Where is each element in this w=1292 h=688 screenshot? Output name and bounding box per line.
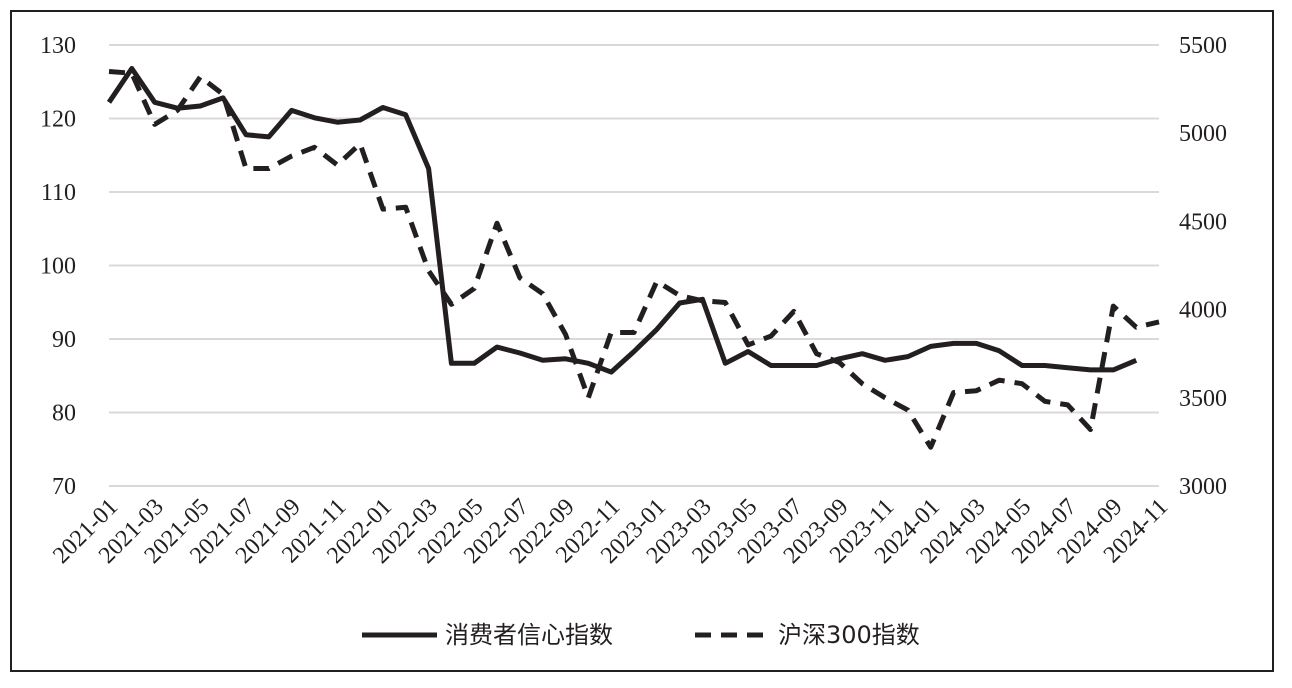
- y-right-tick-label: 5000: [1179, 121, 1227, 147]
- line-chart: 70 80 90 100 110 120 130 3000 3500 4000 4500 5000 5…: [40, 33, 1227, 649]
- y-left-tick-label: 110: [41, 180, 76, 206]
- y-left-tick-label: 120: [40, 107, 76, 133]
- gridlines: [109, 44, 1159, 487]
- y-right-tick-label: 4000: [1179, 298, 1227, 324]
- legend-label-csi300: 沪深300指数: [778, 621, 920, 649]
- legend: 消费者信心指数 沪深300指数: [362, 621, 920, 649]
- y-left-tick-label: 130: [40, 33, 76, 59]
- right-y-axis-ticks: 3000 3500 4000 4500 5000 5500: [1179, 33, 1227, 500]
- chart-frame: 70 80 90 100 110 120 130 3000 3500 4000 4500 5000 5…: [10, 10, 1274, 672]
- x-axis-ticks: 2021-012021-032021-052021-072021-092021-…: [48, 494, 1173, 569]
- y-right-tick-label: 3500: [1179, 386, 1227, 412]
- left-y-axis-ticks: 70 80 90 100 110 120 130: [40, 33, 76, 500]
- y-right-tick-label: 4500: [1179, 209, 1227, 235]
- y-left-tick-label: 100: [40, 254, 76, 280]
- y-left-tick-label: 80: [52, 401, 76, 427]
- y-right-tick-label: 3000: [1179, 474, 1227, 500]
- y-right-tick-label: 5500: [1179, 33, 1227, 59]
- series-lines: [106, 66, 1160, 450]
- legend-label-consumer-confidence: 消费者信心指数: [445, 621, 613, 649]
- series-line-consumer-confidence: [106, 66, 1138, 375]
- series-line-csi300: [108, 69, 1160, 450]
- y-left-tick-label: 70: [52, 474, 76, 500]
- y-left-tick-label: 90: [52, 327, 76, 353]
